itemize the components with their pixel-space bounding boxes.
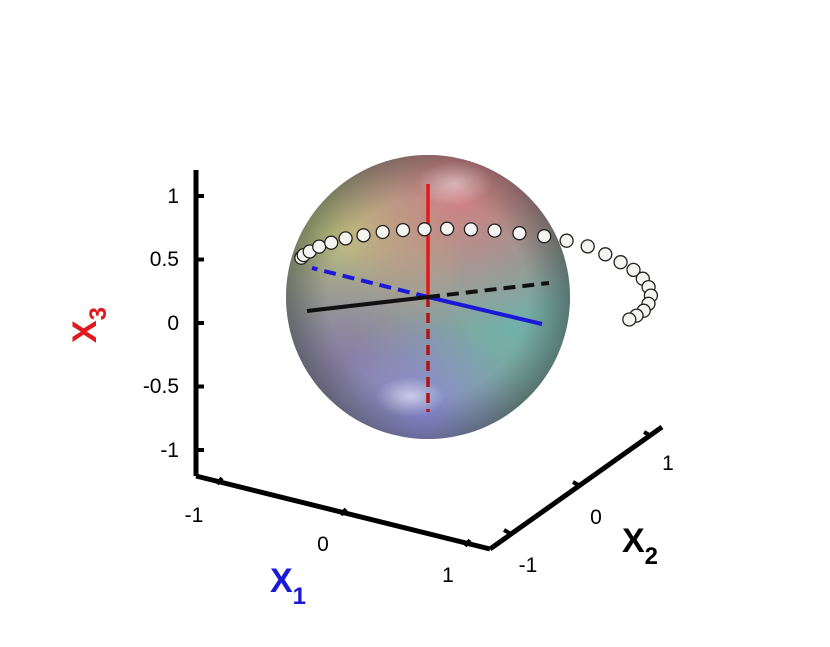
x1-axis-positive bbox=[427, 295, 543, 326]
x2-axis-positive bbox=[427, 281, 550, 299]
x2-tick-label: 0 bbox=[590, 506, 602, 529]
x1-tick-label: 0 bbox=[317, 533, 329, 556]
trajectory-point bbox=[613, 255, 628, 270]
trajectory-point bbox=[559, 233, 574, 248]
x2-tick-label: 1 bbox=[662, 452, 674, 475]
trajectory-point bbox=[356, 228, 371, 243]
trajectory-point bbox=[338, 231, 353, 246]
x1-axis-negative bbox=[311, 266, 429, 299]
x1-axis-label: X1 bbox=[270, 562, 306, 610]
x1-axis-frame: -1 0 1 X1 bbox=[185, 473, 491, 610]
trajectory-point bbox=[537, 229, 552, 244]
x1-tick-label: -1 bbox=[185, 504, 204, 527]
x3-tick-label: 1 bbox=[167, 185, 179, 208]
trajectory-point bbox=[598, 247, 613, 262]
x2-axis-label: X2 bbox=[622, 522, 658, 570]
trajectory-point bbox=[395, 222, 411, 238]
trajectory-point bbox=[580, 239, 595, 254]
trajectory bbox=[294, 221, 659, 327]
axis-tick bbox=[463, 538, 472, 548]
x2-axis-frame: -1 0 1 X2 bbox=[488, 424, 674, 577]
trajectory-point bbox=[512, 226, 527, 241]
x3-tick-label: -1 bbox=[160, 439, 179, 462]
axis-tick bbox=[643, 430, 652, 438]
trajectory-point bbox=[439, 221, 455, 236]
x3-tick-label: 0 bbox=[167, 312, 179, 335]
axis-tick bbox=[572, 480, 581, 488]
x2-axis-negative bbox=[306, 295, 429, 313]
x3-axis-label: X3 bbox=[66, 307, 112, 343]
trajectory-point bbox=[487, 223, 502, 238]
trajectory-point bbox=[626, 262, 641, 278]
axis-tick bbox=[339, 507, 348, 517]
trajectory-point bbox=[417, 222, 432, 237]
x3-axis-frame: 1 0.5 0 -0.5 -1 X3 bbox=[66, 170, 204, 476]
trajectory-point bbox=[375, 224, 390, 240]
axis-tick bbox=[215, 476, 224, 486]
axis-tick bbox=[503, 528, 512, 536]
sphere-axes bbox=[306, 184, 550, 412]
x3-tick-label: -0.5 bbox=[143, 375, 179, 398]
x1-tick-label: 1 bbox=[442, 564, 454, 587]
x2-tick-label: -1 bbox=[519, 554, 538, 577]
trajectory-point bbox=[463, 222, 479, 237]
x3-tick-label: 0.5 bbox=[150, 248, 179, 271]
trajectory-point bbox=[324, 235, 339, 250]
trajectory-point bbox=[622, 312, 637, 327]
trajectory-point bbox=[312, 239, 327, 254]
